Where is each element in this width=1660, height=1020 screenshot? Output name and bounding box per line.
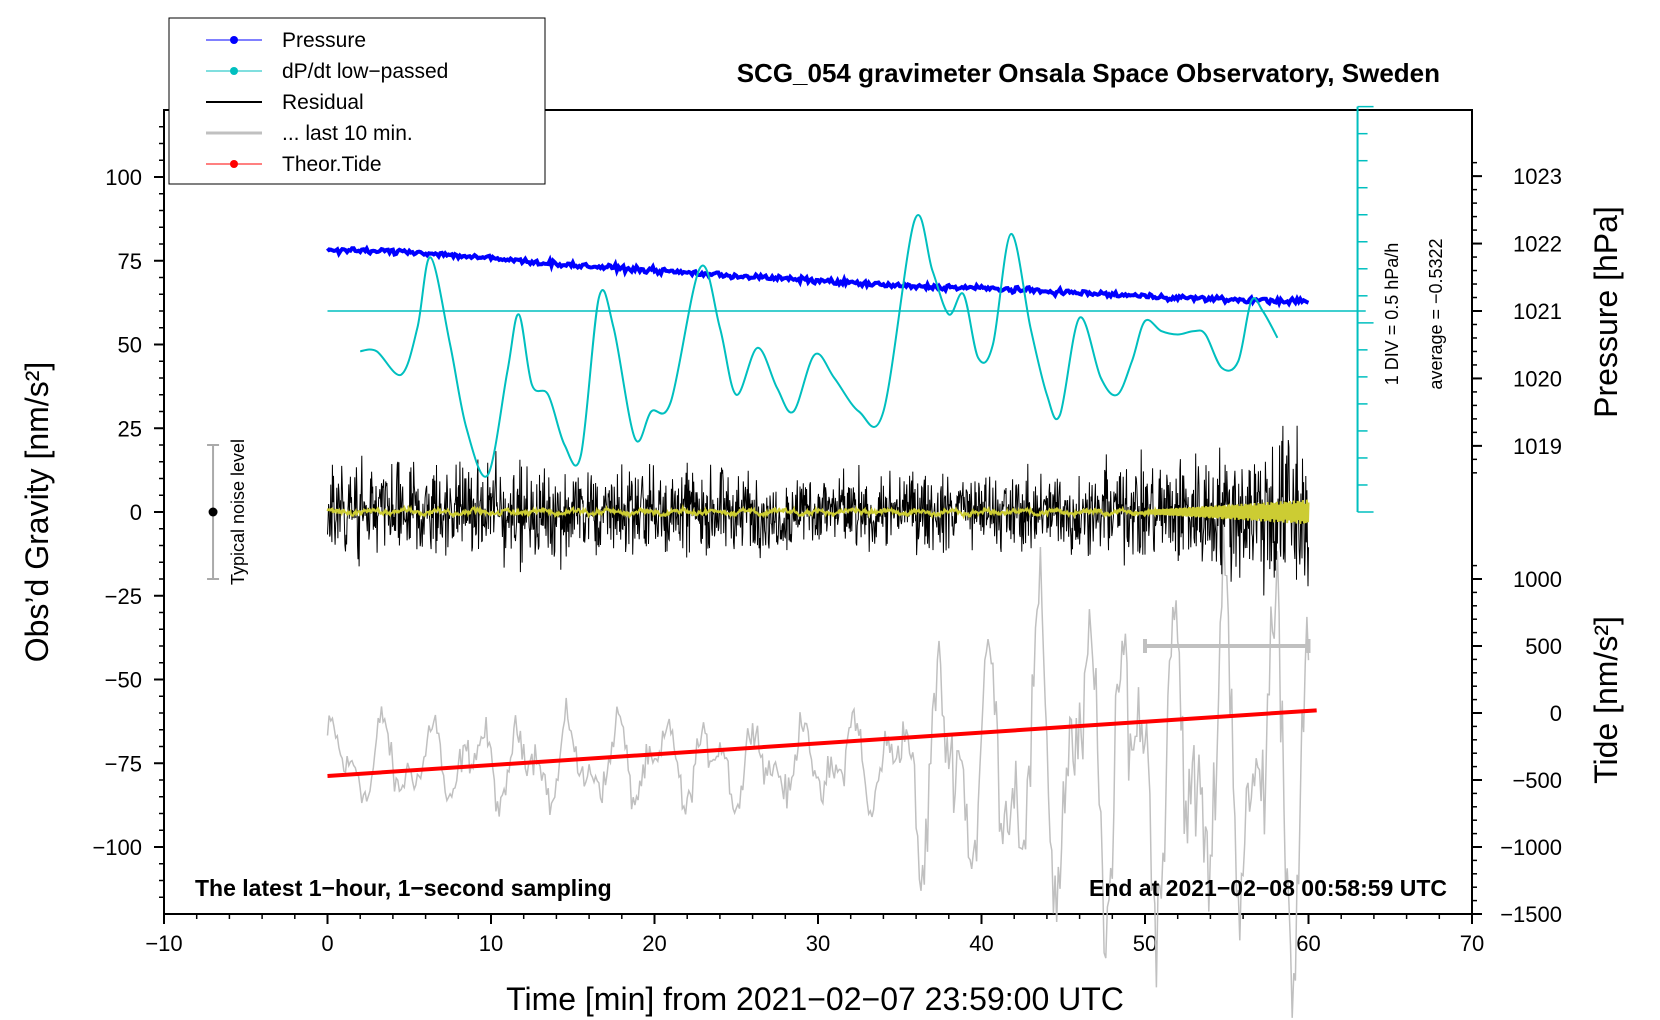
x-tick-label: 0 bbox=[321, 931, 333, 956]
legend-swatch-dot bbox=[230, 160, 238, 168]
pressure-average-label: average = −0.5322 bbox=[1426, 238, 1446, 389]
y-tick-label: −25 bbox=[105, 584, 142, 609]
chart-title: SCG_054 gravimeter Onsala Space Observat… bbox=[737, 58, 1440, 88]
noise-level-label: Typical noise level bbox=[228, 439, 248, 585]
pressure-series-line bbox=[326, 244, 1310, 309]
noise-level-dot bbox=[208, 507, 218, 517]
residual-series-line bbox=[327, 425, 1309, 596]
legend-swatch-dot bbox=[230, 36, 238, 44]
y-tick-label: 25 bbox=[118, 416, 142, 441]
legend-swatch-dot bbox=[230, 67, 238, 75]
y-axis-title-tide: Tide [nm/s²] bbox=[1588, 616, 1624, 784]
pressure-div-label: 1 DIV = 0.5 hPa/h bbox=[1382, 243, 1402, 386]
x-tick-label: 40 bbox=[969, 931, 993, 956]
pressure-tick-label: 1019 bbox=[1513, 434, 1562, 459]
y-axis-title-pressure: Pressure [hPa] bbox=[1588, 206, 1624, 418]
x-tick-label: 60 bbox=[1296, 931, 1320, 956]
y-axis-title-left: Obs’d Gravity [nm/s²] bbox=[19, 362, 55, 663]
tide-tick-label: 1000 bbox=[1513, 567, 1562, 592]
pressure-tick-label: 1023 bbox=[1513, 164, 1562, 189]
y-tick-label: −100 bbox=[92, 835, 142, 860]
last-10-min-series-line bbox=[326, 521, 1310, 1018]
legend: Pressure dP/dt low−passed Residual ... last… bbox=[168, 17, 546, 185]
series-layer bbox=[207, 105, 1374, 1018]
legend-label: Theor.Tide bbox=[282, 153, 382, 176]
legend-label: Pressure bbox=[282, 29, 366, 52]
x-tick-label: 70 bbox=[1460, 931, 1484, 956]
y-tick-label: 50 bbox=[118, 333, 142, 358]
x-tick-label: 50 bbox=[1133, 931, 1157, 956]
tide-tick-label: −1500 bbox=[1500, 902, 1562, 927]
legend-label: dP/dt low−passed bbox=[282, 60, 448, 83]
annotation-sampling: The latest 1−hour, 1−second sampling bbox=[195, 875, 612, 901]
legend-label: Residual bbox=[282, 91, 364, 114]
pressure-tick-label: 1022 bbox=[1513, 232, 1562, 257]
x-axis-title: Time [min] from 2021−02−07 23:59:00 UTC bbox=[506, 981, 1124, 1017]
dpdt-series-line bbox=[360, 214, 1279, 478]
tide-tick-label: 0 bbox=[1550, 701, 1562, 726]
y-tick-label: −75 bbox=[105, 751, 142, 776]
theor-tide-series-line bbox=[327, 708, 1317, 778]
x-tick-label: 10 bbox=[479, 931, 503, 956]
x-tick-label: −10 bbox=[145, 931, 182, 956]
x-tick-label: 30 bbox=[806, 931, 830, 956]
residual-filtered-line bbox=[326, 499, 1310, 524]
tide-tick-label: −1000 bbox=[1500, 835, 1562, 860]
tide-tick-label: −500 bbox=[1512, 768, 1562, 793]
pressure-tick-label: 1021 bbox=[1513, 299, 1562, 324]
y-tick-label: 100 bbox=[105, 165, 142, 190]
legend-label: ... last 10 min. bbox=[282, 122, 413, 145]
pressure-tick-label: 1020 bbox=[1513, 366, 1562, 391]
tide-tick-label: 500 bbox=[1525, 634, 1562, 659]
y-tick-label: 75 bbox=[118, 249, 142, 274]
y-tick-label: 0 bbox=[130, 500, 142, 525]
y-tick-label: −50 bbox=[105, 668, 142, 693]
axis-ticks: −10 0 10 20 30 40 50 60 70−100−75−50−25025507510… bbox=[92, 126, 1562, 956]
annotation-end-time: End at 2021−02−08 00:58:59 UTC bbox=[1089, 875, 1447, 901]
x-tick-label: 20 bbox=[642, 931, 666, 956]
